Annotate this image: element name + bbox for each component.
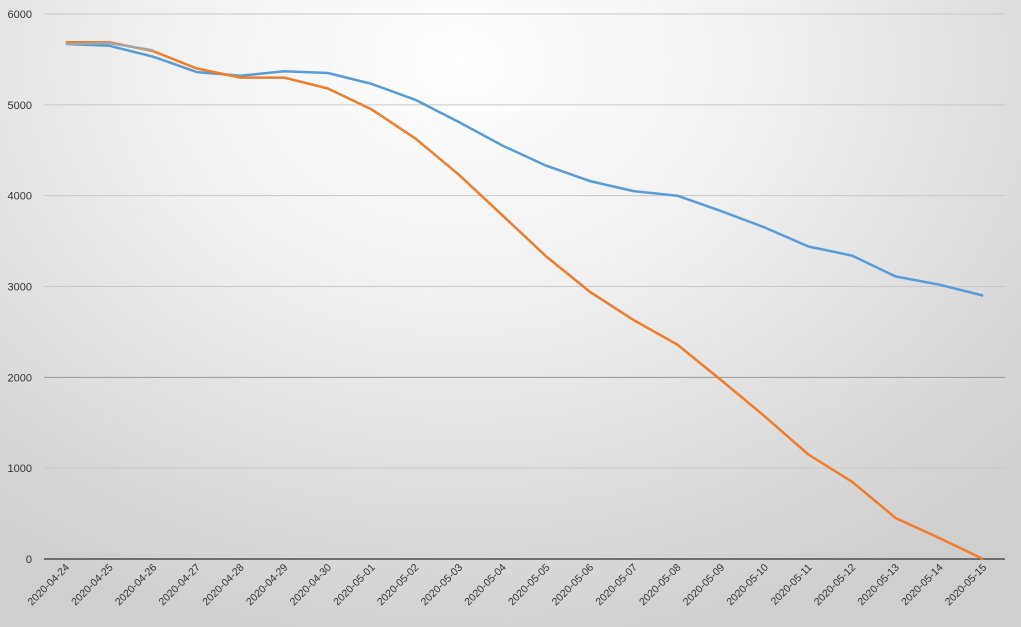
x-tick-label: 2020-05-04: [462, 562, 509, 609]
x-tick-label: 2020-05-11: [769, 562, 815, 608]
x-tick-label: 2020-04-29: [244, 562, 291, 609]
x-tick-label: 2020-04-24: [25, 562, 72, 609]
x-tick-label: 2020-05-12: [812, 562, 859, 609]
x-tick-label: 2020-05-13: [855, 562, 902, 609]
x-tick-label: 2020-05-05: [506, 562, 553, 609]
data-line: [65, 40, 984, 561]
x-tick-label: 2020-04-27: [157, 562, 204, 609]
x-tick-label: 2020-05-06: [550, 562, 597, 609]
x-tick-label: 2020-04-30: [288, 562, 335, 609]
x-tick-label: 2020-05-07: [593, 562, 640, 609]
x-tick-label: 2020-05-09: [681, 562, 728, 609]
y-tick-label: 3000: [8, 282, 32, 294]
y-tick-label: 4000: [8, 191, 32, 203]
y-tick-label: 2000: [8, 372, 32, 384]
y-tick-label: 5000: [8, 100, 32, 112]
x-tick-label: 2020-05-03: [419, 562, 466, 609]
x-tick-label: 2020-05-02: [375, 562, 422, 609]
y-tick-label: 0: [26, 554, 32, 566]
x-tick-label: 2020-04-25: [69, 562, 116, 609]
y-tick-label: 6000: [8, 9, 32, 21]
x-tick-label: 2020-05-14: [899, 562, 946, 609]
y-tick-label: 1000: [8, 463, 32, 475]
data-line: [65, 42, 984, 297]
x-tick-label: 2020-05-10: [724, 562, 771, 609]
x-tick-label: 2020-05-08: [637, 562, 684, 609]
x-tick-label: 2020-05-01: [331, 562, 378, 609]
x-tick-label: 2020-04-26: [113, 562, 160, 609]
x-tick-label: 2020-04-28: [200, 562, 247, 609]
x-tick-label: 2020-05-15: [943, 562, 990, 609]
data-line: [65, 41, 154, 52]
